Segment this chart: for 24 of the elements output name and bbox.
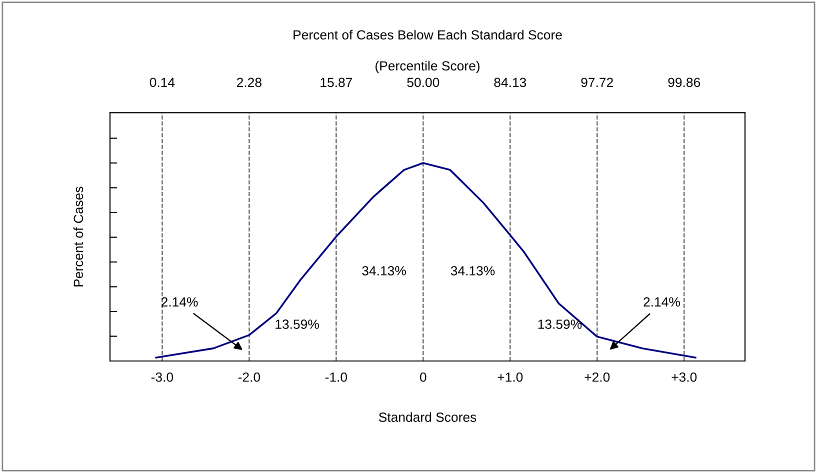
annotation: 34.13% [362,266,406,276]
x-axis-title: Standard Scores [378,412,476,422]
text: 2.28 [237,78,262,88]
x-tick-label: -1.0 [325,372,348,382]
annotation: 2.14% [644,297,680,307]
annotation: 13.59% [276,320,319,329]
y-axis-title: Percent of Cases [73,186,84,286]
annotation: 2.14% [162,297,198,307]
text: 99.86 [668,78,700,88]
annotation: 13.59% [538,320,582,329]
text: 15.87 [320,78,352,88]
text: 97.72 [581,78,613,88]
text: 0.14 [150,78,175,88]
x-tick-label: +3.0 [672,372,697,382]
chart-subtitle: (Percentile Score) [376,60,480,74]
x-tick-label: +2.0 [584,372,610,382]
chart-title: Percent of Cases Below Each Standard Score [294,30,562,40]
x-tick-label: -2.0 [238,372,260,382]
x-tick-label: +1.0 [498,372,523,382]
text: 50.00 [407,78,440,88]
x-tick-label: 0 [420,372,426,382]
text: 84.13 [494,78,526,88]
x-tick-label: -3.0 [151,372,174,382]
annotation: 34.13% [450,266,495,276]
